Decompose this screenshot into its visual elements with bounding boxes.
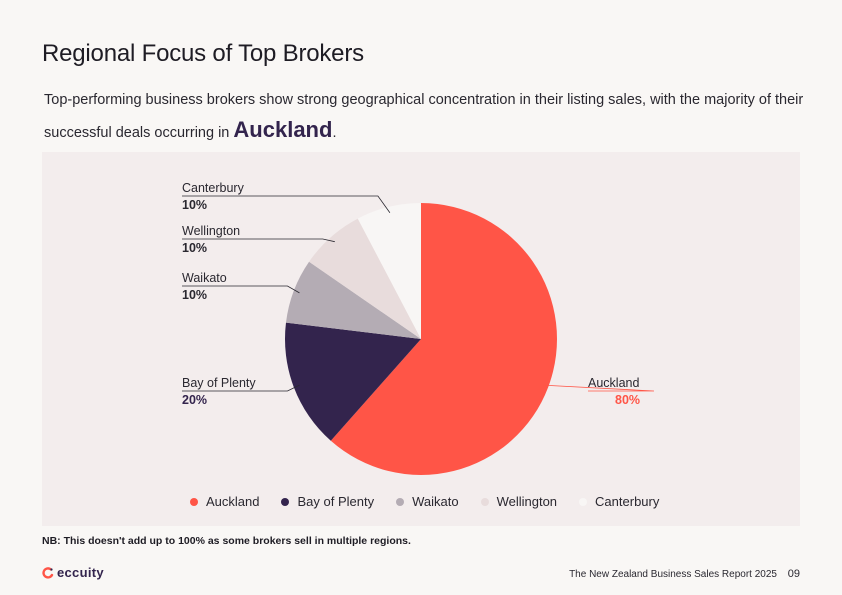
slice-value-canterbury: 10% <box>182 198 207 212</box>
slice-value-wellington: 10% <box>182 241 207 255</box>
slice-label-auckland: Auckland <box>588 376 639 390</box>
pie-slice-auckland <box>330 203 557 475</box>
subtitle-highlight: Auckland <box>233 117 333 142</box>
brand-logo: eccuity <box>42 565 104 580</box>
legend-label: Waikato <box>412 494 459 509</box>
pie-slice-waikato <box>285 261 421 339</box>
page-footer: The New Zealand Business Sales Report 20… <box>569 568 800 580</box>
page-number: 09 <box>787 568 800 580</box>
pie-slice-wellington <box>309 218 421 339</box>
pie-slice-canterbury <box>357 203 421 339</box>
legend-swatch <box>579 497 588 506</box>
slice-label-bay-of-plenty: Bay of Plenty <box>182 376 256 390</box>
chart-panel: Auckland 80% Bay of Plenty 20% Waikato 10% Wel… <box>42 152 800 526</box>
legend-item-canterbury: Canterbury <box>579 494 659 509</box>
legend-item-auckland: Auckland <box>190 494 259 509</box>
legend-swatch <box>396 497 405 506</box>
leader-line-waikato <box>182 285 300 294</box>
legend-swatch <box>480 497 489 506</box>
legend-swatch <box>281 497 290 506</box>
leader-line-auckland <box>542 384 655 392</box>
legend-item-waikato: Waikato <box>396 494 459 509</box>
slice-label-canterbury: Canterbury <box>182 181 245 195</box>
page-subtitle: Top-performing business brokers show str… <box>44 86 814 148</box>
footnote: NB: This doesn't add up to 100% as some … <box>42 535 411 547</box>
slice-value-bay-of-plenty: 20% <box>182 393 207 407</box>
pie-slice-bay-of-plenty <box>285 322 421 441</box>
leader-line-canterbury <box>182 195 391 214</box>
chart-legend: Auckland Bay of Plenty Waikato Wellington Ca… <box>190 494 659 509</box>
report-name: The New Zealand Business Sales Report 20… <box>569 569 777 580</box>
subtitle-end: . <box>332 125 337 141</box>
legend-item-bay-of-plenty: Bay of Plenty <box>281 494 374 509</box>
legend-label: Wellington <box>496 494 558 509</box>
pie-chart: Auckland 80% Bay of Plenty 20% Waikato 10% Wel… <box>182 181 655 475</box>
legend-label: Canterbury <box>595 494 660 509</box>
leader-line-bay-of-plenty <box>182 384 300 392</box>
logo-icon <box>42 566 54 579</box>
leader-line-wellington <box>182 238 335 243</box>
brand-name: eccuity <box>57 565 104 580</box>
slice-value-auckland: 80% <box>615 393 640 407</box>
legend-label: Bay of Plenty <box>297 494 375 509</box>
slice-value-waikato: 10% <box>182 288 207 302</box>
slice-label-waikato: Waikato <box>182 271 227 285</box>
slice-label-wellington: Wellington <box>182 224 240 238</box>
page-title: Regional Focus of Top Brokers <box>42 40 364 67</box>
legend-item-wellington: Wellington <box>480 494 558 509</box>
legend-label: Auckland <box>206 494 260 509</box>
legend-swatch <box>190 497 198 506</box>
subtitle-text: Top-performing business brokers show str… <box>44 92 804 141</box>
